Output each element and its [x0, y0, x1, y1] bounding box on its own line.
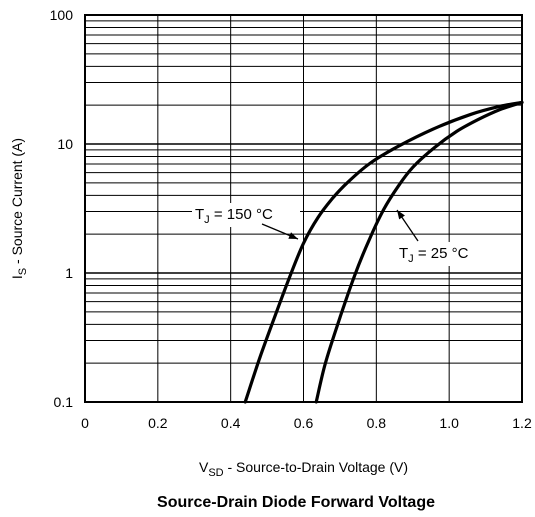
- annotation-tj-150c-label-sub: J: [204, 214, 210, 226]
- series-line-tj-25c: [314, 100, 524, 404]
- annotation-tj-25c-arrowhead: [397, 210, 405, 220]
- x-axis-label-main: V: [199, 459, 209, 475]
- y-tick-label: 10: [57, 136, 73, 152]
- y-tick-label: 0.1: [54, 394, 74, 410]
- x-tick-label: 0.2: [148, 415, 168, 431]
- annotation-tj-25c-label: TJ = 25 °C: [399, 245, 469, 265]
- x-axis-label-rest: - Source-to-Drain Voltage (V): [224, 459, 408, 475]
- x-tick-label: 0.8: [367, 415, 387, 431]
- annotation-tj-25c-label-bg: [396, 242, 488, 266]
- x-tick-labels: 0 0.2 0.4 0.6 0.8 1.0 1.2: [81, 415, 532, 431]
- y-tick-label: 1: [65, 265, 73, 281]
- annotation-tj-25c-label-main: T: [399, 245, 408, 262]
- y-tick-label: 100: [50, 7, 74, 23]
- grid: [85, 15, 522, 402]
- annotation-tj-25c-label-sub: J: [408, 253, 414, 265]
- annotation-tj-150c-label: TJ = 150 °C: [195, 206, 273, 226]
- annotation-tj-25c-label-rest: = 25 °C: [414, 245, 469, 262]
- annotation-tj-150c-label-main: T: [195, 206, 204, 223]
- y-axis-label: IS - Source Current (A): [9, 138, 29, 279]
- chart-title: Source-Drain Diode Forward Voltage: [157, 494, 435, 511]
- annotation-tj-150c-arrowhead: [288, 232, 298, 239]
- x-axis-label-sub: SD: [208, 467, 223, 479]
- x-tick-label: 0.4: [221, 415, 241, 431]
- x-tick-label: 0.6: [294, 415, 314, 431]
- annotation-tj-150c-label-bg: [192, 203, 300, 227]
- y-axis-label-sub: S: [17, 268, 29, 275]
- x-axis-label: VSD - Source-to-Drain Voltage (V): [199, 459, 408, 479]
- y-tick-labels: 0.1 1 10 100: [50, 7, 74, 410]
- x-tick-label: 0: [81, 415, 89, 431]
- y-axis-label-main: I: [9, 275, 25, 279]
- y-axis-label-rest: - Source Current (A): [9, 138, 25, 268]
- annotation-tj-150c-label-rest: = 150 °C: [210, 206, 273, 223]
- series-line-tj-150c: [243, 100, 524, 404]
- x-tick-label: 1.0: [439, 415, 459, 431]
- curves: [243, 100, 524, 404]
- x-tick-label: 1.2: [512, 415, 532, 431]
- plot-frame: [84, 14, 523, 403]
- annotations: TJ = 150 °CTJ = 25 °C: [192, 203, 488, 266]
